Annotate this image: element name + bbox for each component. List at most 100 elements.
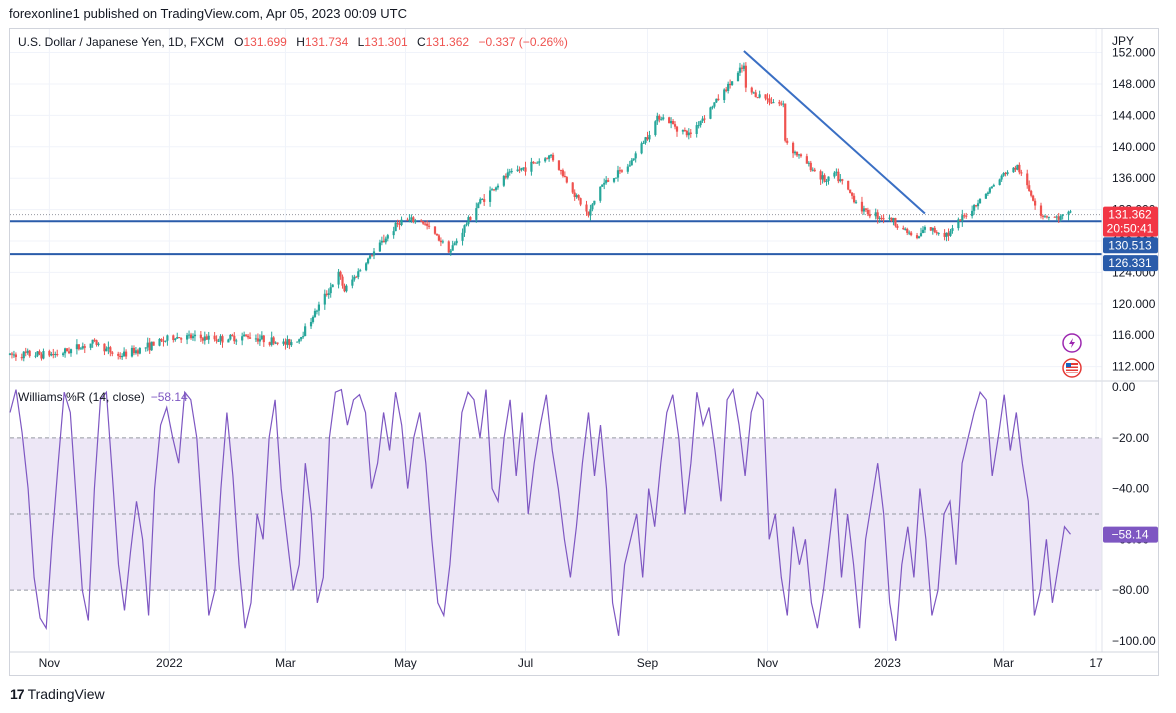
candle-body [965,215,968,217]
time-tick-label: Nov [39,656,60,670]
candle-body [243,334,246,337]
williams-title[interactable]: Williams %R (14, close) [18,390,145,404]
williams-tick-label: −80.00 [1112,583,1149,597]
candle-body [1069,211,1072,213]
candle-body [978,198,982,204]
us-flag-icon[interactable] [1062,358,1082,378]
change-value: −0.337 (−0.26%) [478,35,568,49]
candle-body [69,349,73,354]
williams-tick-label: 0.00 [1112,380,1136,394]
candle-body [984,193,988,199]
candlestick-series [8,62,1072,362]
flash-icon[interactable] [1062,333,1082,353]
candle-body [524,167,527,172]
candle-body [1018,164,1021,173]
candle-body [559,169,563,171]
candle-body [1067,211,1070,215]
candle-body [8,353,12,355]
candle-body [406,219,409,221]
candle-body [805,156,808,164]
candle-body [687,132,690,136]
candle-body [359,270,362,272]
williams-value: −58.14 [150,390,188,404]
candle-body [329,287,332,294]
candle-body [935,231,938,234]
candle-body [750,87,753,93]
candle-body [811,169,814,171]
candle-body [715,98,718,103]
candle-body [754,92,757,98]
williams-tick-label: −40.00 [1112,482,1149,496]
candle-body [723,89,726,101]
candle-body [821,175,824,180]
candle-body [150,341,153,351]
candle-body [1034,200,1037,206]
candle-body [248,337,252,339]
candle-body [20,357,23,359]
candle-body [736,72,740,82]
candle-body [919,233,923,237]
svg-text:131.362: 131.362 [1108,208,1152,222]
candle-body [904,228,907,230]
candle-body [784,103,787,141]
candle-body [176,337,179,339]
candle-body [929,227,932,231]
symbol-name[interactable]: U.S. Dollar / Japanese Yen, 1D, FXCM [18,35,225,49]
candle-body [227,339,230,343]
candle-body [740,67,744,69]
candle-body [563,175,566,178]
candle-body [288,339,291,346]
candle-body [229,334,232,340]
candle-body [258,339,261,342]
candle-body [492,189,496,191]
candle-body [585,204,588,212]
candle-body [892,217,895,222]
candle-body [931,227,934,231]
candle-body [422,221,425,224]
candle-body [77,344,80,350]
candle-body [1057,216,1060,220]
candle-body [91,339,94,344]
candle-body [943,232,946,237]
candle-body [276,342,279,344]
candle-body [849,189,852,193]
candle-body [937,232,940,234]
candle-body [711,106,714,108]
williams-legend: Williams %R (14, close) −58.14 [18,390,188,404]
candle-body [331,284,334,288]
price-tick-label: 136.000 [1112,171,1156,185]
candle-body [97,343,100,345]
candle-body [673,124,677,127]
candle-body [614,177,618,179]
candle-body [144,347,147,349]
candle-body [28,350,31,357]
candle-body [14,354,18,358]
candle-body [709,107,712,119]
candle-body [917,236,921,239]
candle-body [908,232,911,234]
candle-body [951,228,954,231]
trendline[interactable] [743,50,926,215]
candle-body [386,235,389,239]
candle-body [990,186,993,189]
low-value: 131.301 [364,35,408,49]
candle-body [1016,164,1019,170]
candle-body [591,204,594,210]
candle-body [52,354,55,356]
candle-body [744,65,747,88]
candle-body [65,348,69,352]
candle-body [764,94,767,99]
candle-body [742,65,746,69]
candle-body [479,199,482,204]
candle-body [548,155,551,159]
williams-value-tag: −58.14 [1103,526,1158,543]
candle-body [241,336,244,341]
candle-body [809,162,812,171]
candle-body [26,350,29,353]
candle-body [847,180,850,190]
svg-text:−58.14: −58.14 [1111,528,1148,542]
candle-body [343,285,346,292]
candle-body [152,341,155,346]
candle-body [601,184,604,187]
